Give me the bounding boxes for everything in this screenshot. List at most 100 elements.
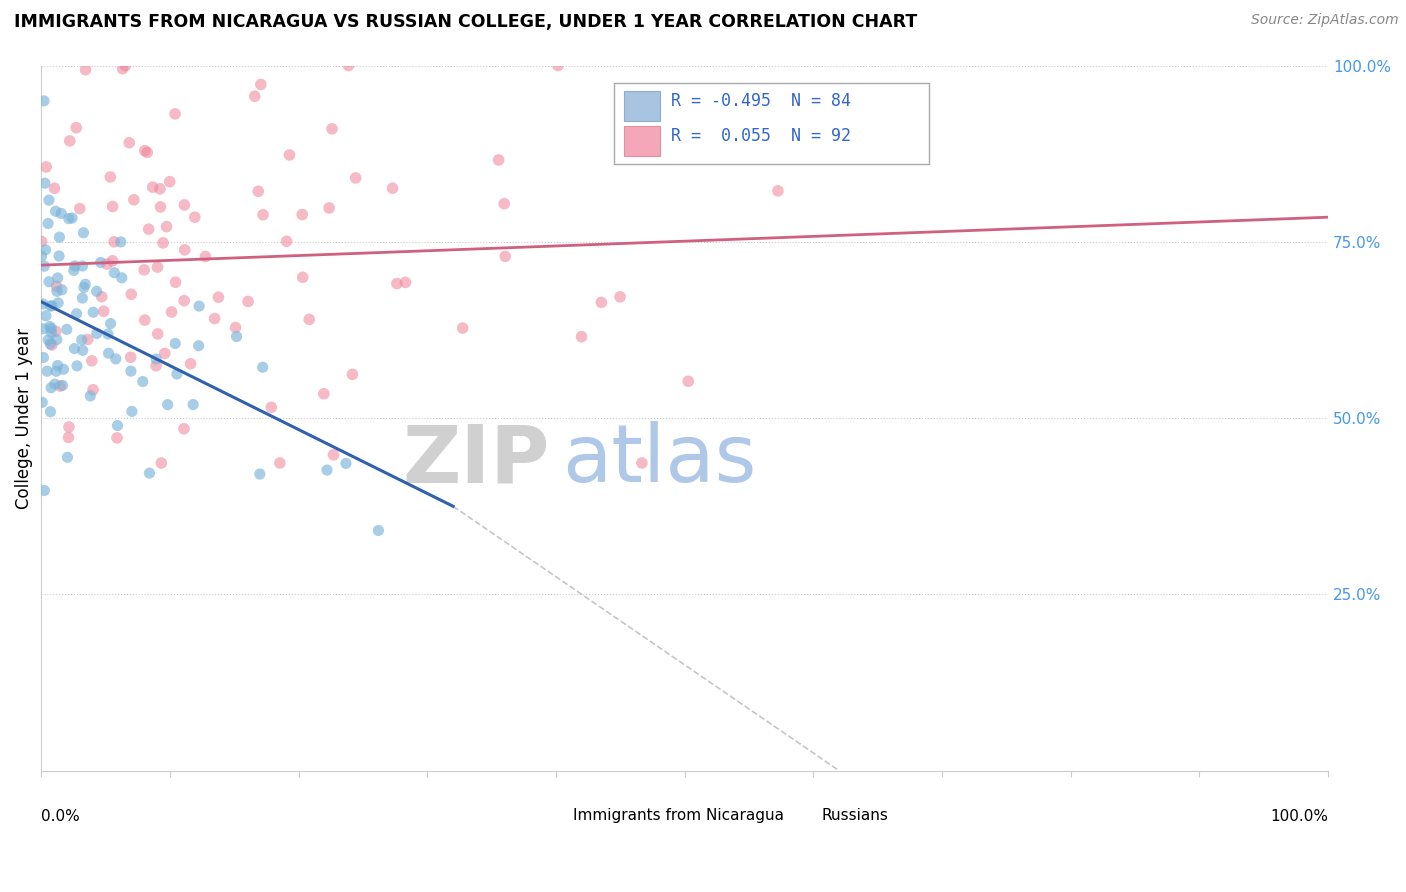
Point bbox=[149, 200, 172, 214]
Point bbox=[72, 343, 94, 358]
Point bbox=[45, 324, 67, 338]
Point bbox=[260, 401, 283, 415]
Point bbox=[37, 217, 59, 231]
Point bbox=[165, 107, 187, 121]
Point bbox=[571, 329, 593, 343]
Point bbox=[188, 299, 211, 313]
Point bbox=[110, 235, 132, 249]
Point bbox=[63, 263, 86, 277]
Point bbox=[86, 285, 108, 299]
Text: atlas: atlas bbox=[562, 421, 756, 500]
Point bbox=[44, 181, 66, 195]
Point bbox=[165, 336, 187, 351]
Point bbox=[134, 263, 156, 277]
Point bbox=[134, 313, 156, 327]
Point bbox=[121, 404, 143, 418]
Text: ZIP: ZIP bbox=[402, 421, 550, 500]
Point bbox=[51, 378, 73, 392]
Point bbox=[236, 294, 259, 309]
Point bbox=[41, 338, 63, 352]
Point bbox=[344, 170, 367, 185]
Point bbox=[160, 305, 183, 319]
Y-axis label: College, Under 1 year: College, Under 1 year bbox=[15, 327, 32, 508]
Point bbox=[45, 279, 67, 293]
Point bbox=[37, 364, 59, 378]
Point bbox=[312, 386, 335, 401]
Point bbox=[73, 280, 96, 294]
Point bbox=[316, 463, 339, 477]
Point bbox=[488, 153, 510, 167]
Point bbox=[41, 321, 63, 335]
Point bbox=[31, 235, 53, 249]
FancyBboxPatch shape bbox=[785, 806, 814, 830]
Point bbox=[225, 329, 247, 343]
Point bbox=[90, 255, 112, 269]
Point bbox=[149, 182, 172, 196]
Point bbox=[51, 206, 73, 220]
Point bbox=[155, 219, 177, 234]
FancyBboxPatch shape bbox=[624, 91, 661, 120]
Point bbox=[75, 277, 97, 292]
Point bbox=[249, 467, 271, 481]
Point bbox=[96, 257, 118, 271]
Point bbox=[494, 196, 516, 211]
Point bbox=[60, 211, 83, 225]
Point bbox=[104, 351, 127, 366]
Point bbox=[49, 379, 72, 393]
Point bbox=[66, 359, 89, 373]
Point bbox=[45, 285, 67, 299]
Point bbox=[591, 295, 613, 310]
Point bbox=[173, 243, 195, 257]
Point bbox=[51, 283, 73, 297]
Point bbox=[97, 326, 120, 341]
Point bbox=[118, 136, 141, 150]
Point bbox=[58, 420, 80, 434]
Point bbox=[48, 249, 70, 263]
Point bbox=[173, 293, 195, 308]
Point bbox=[114, 59, 136, 73]
Point bbox=[44, 377, 66, 392]
Point bbox=[321, 121, 343, 136]
Point bbox=[35, 160, 58, 174]
Point bbox=[41, 299, 63, 313]
Point bbox=[298, 312, 321, 326]
Point bbox=[38, 193, 60, 207]
Point bbox=[101, 253, 124, 268]
Point bbox=[291, 208, 314, 222]
FancyBboxPatch shape bbox=[624, 127, 661, 156]
Point bbox=[322, 448, 344, 462]
Point bbox=[609, 290, 631, 304]
Point bbox=[204, 311, 226, 326]
Point bbox=[120, 287, 142, 301]
Text: 100.0%: 100.0% bbox=[1270, 809, 1329, 824]
Point bbox=[247, 184, 270, 198]
Point bbox=[56, 450, 79, 465]
Point bbox=[276, 234, 298, 248]
Point bbox=[34, 243, 56, 257]
Point bbox=[63, 259, 86, 273]
Point bbox=[39, 326, 62, 340]
Point bbox=[631, 456, 654, 470]
Point bbox=[72, 226, 94, 240]
Point bbox=[335, 456, 357, 470]
Point bbox=[145, 351, 167, 366]
Point bbox=[173, 198, 195, 212]
Point bbox=[46, 271, 69, 285]
Point bbox=[111, 62, 134, 76]
Point bbox=[180, 357, 202, 371]
Point bbox=[39, 299, 62, 313]
Point bbox=[194, 250, 217, 264]
Point bbox=[166, 367, 188, 381]
Point bbox=[132, 375, 155, 389]
Point bbox=[63, 342, 86, 356]
Point bbox=[59, 134, 82, 148]
Point bbox=[32, 94, 55, 108]
Point bbox=[65, 120, 87, 135]
Point bbox=[70, 333, 93, 347]
Point bbox=[79, 389, 101, 403]
Point bbox=[269, 456, 291, 470]
Text: Source: ZipAtlas.com: Source: ZipAtlas.com bbox=[1251, 13, 1399, 28]
Point bbox=[138, 222, 160, 236]
Point bbox=[278, 148, 301, 162]
Point bbox=[291, 270, 314, 285]
